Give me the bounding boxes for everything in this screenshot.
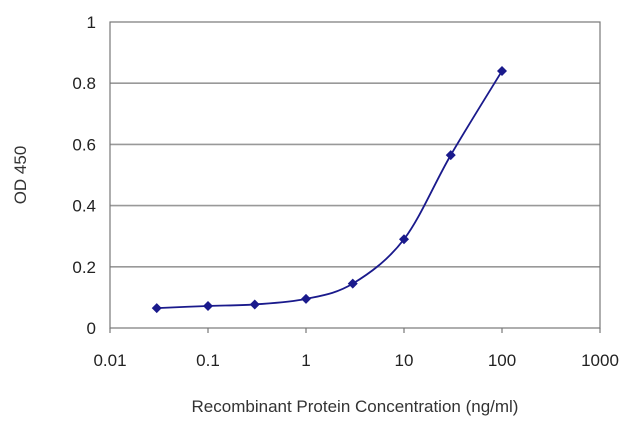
y-tick-label-0.8: 0.8	[72, 74, 96, 93]
data-point-7	[497, 65, 507, 76]
data-point-3	[301, 293, 311, 304]
x-tick-label-0.1: 0.1	[196, 351, 220, 370]
x-tick-label-0.01: 0.01	[93, 351, 126, 370]
data-points	[151, 65, 507, 314]
data-point-0	[151, 303, 162, 314]
y-tick-label-0.4: 0.4	[72, 197, 96, 216]
x-tick-label-1000: 1000	[581, 351, 619, 370]
data-point-1	[203, 300, 213, 311]
data-point-2	[249, 299, 260, 310]
y-tick-label-1: 1	[87, 13, 96, 32]
x-tick-label-100: 100	[488, 351, 516, 370]
x-tick-label-10: 10	[395, 351, 414, 370]
y-tick-label-0: 0	[87, 319, 96, 338]
x-axis-tick-marks	[109, 328, 601, 333]
y-tick-label-0.2: 0.2	[72, 258, 96, 277]
data-point-4	[347, 278, 358, 289]
y-axis-tick-labels: 0 0.2 0.4 0.6 0.8 1	[72, 13, 96, 338]
x-axis-title: Recombinant Protein Concentration (ng/ml…	[192, 397, 519, 416]
series-curve	[156, 70, 503, 310]
gridlines	[110, 82, 600, 268]
y-axis-title: OD 450	[11, 146, 30, 205]
y-tick-label-0.6: 0.6	[72, 135, 96, 154]
x-axis-tick-labels: 0.01 0.1 1 10 100 1000	[93, 351, 618, 370]
data-point-5	[399, 234, 409, 245]
plot-area-frame	[109, 21, 601, 329]
data-point-6	[445, 150, 456, 161]
x-tick-label-1: 1	[301, 351, 310, 370]
